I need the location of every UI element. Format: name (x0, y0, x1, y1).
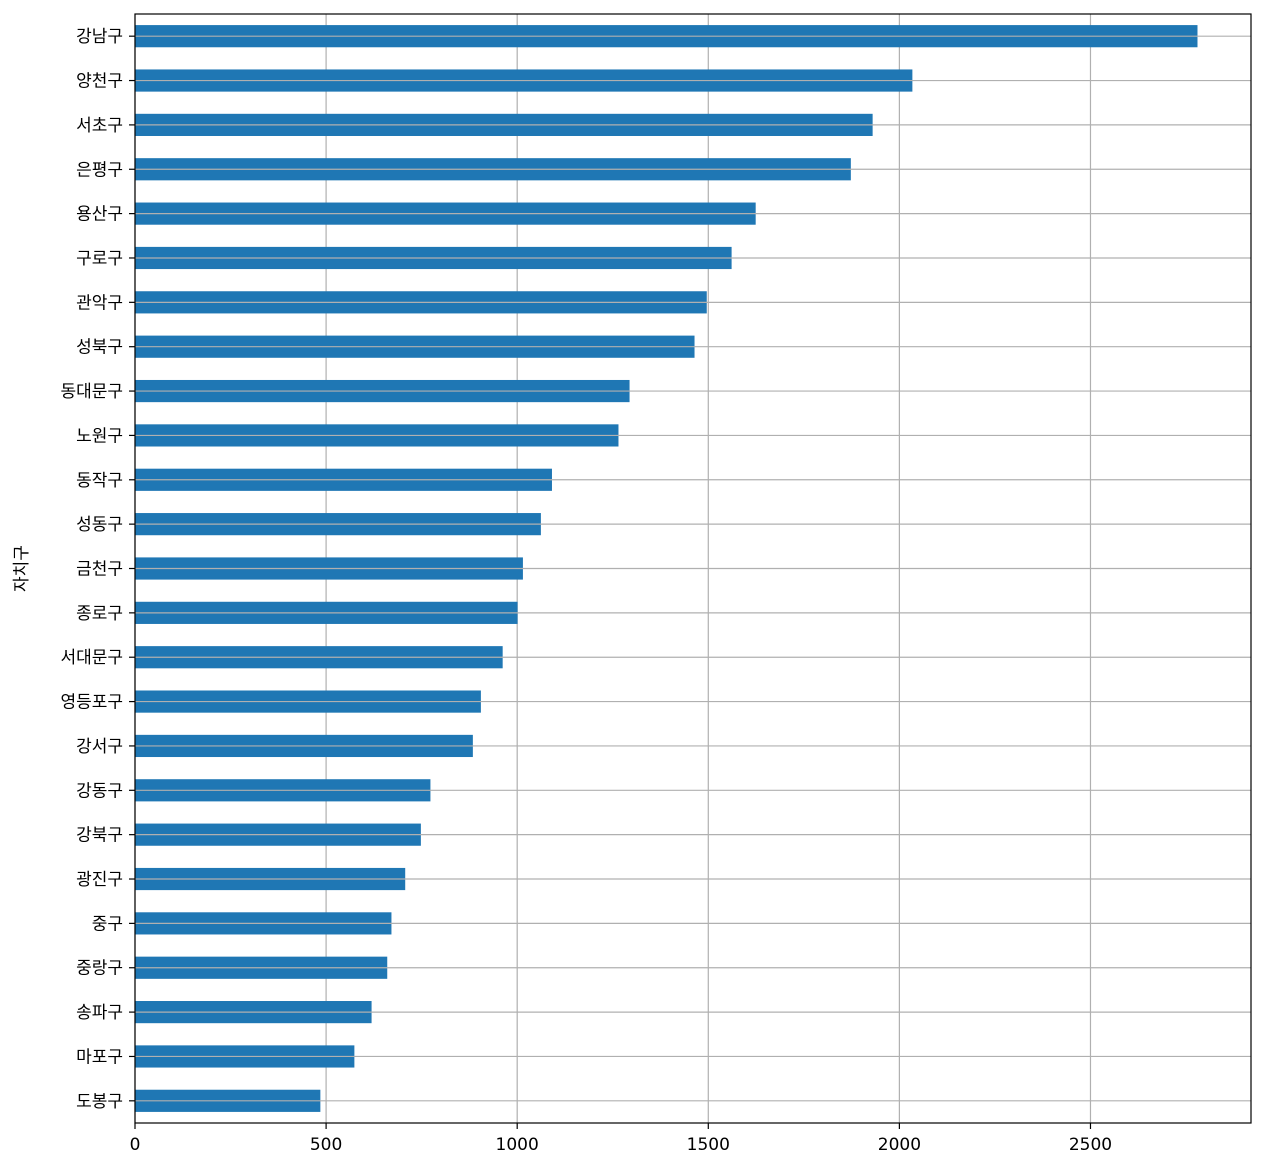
horizontal-grid-lines (135, 35, 1251, 1102)
y-tick-label: 중구 (92, 914, 123, 934)
x-tick-label: 1500 (687, 1135, 730, 1155)
y-tick-label: 도봉구 (76, 1092, 123, 1112)
y-tick-label: 성북구 (76, 338, 123, 358)
y-tick-label: 중랑구 (76, 959, 123, 979)
x-tick-label: 500 (310, 1135, 342, 1155)
y-tick-label: 성동구 (76, 515, 123, 535)
x-tick-label: 2000 (878, 1135, 921, 1155)
x-axis-ticks: 0 500 1000 1500 2000 2500 (130, 1123, 1112, 1155)
y-tick-label: 용산구 (76, 205, 123, 225)
x-tick-label: 0 (130, 1135, 141, 1155)
y-tick-label: 양천구 (76, 72, 123, 92)
x-tick-label: 2500 (1069, 1135, 1112, 1155)
y-tick-label: 서대문구 (60, 648, 123, 668)
y-tick-label: 동작구 (76, 471, 123, 491)
y-tick-label: 동대문구 (60, 382, 123, 402)
x-tick-label: 1000 (496, 1135, 539, 1155)
y-tick-label: 송파구 (76, 1003, 123, 1023)
y-axis-ticks: 강남구양천구서초구은평구용산구구로구관악구성북구동대문구노원구동작구성동구금천구… (60, 27, 135, 1112)
y-tick-label: 광진구 (76, 870, 123, 890)
y-tick-label: 구로구 (76, 249, 123, 269)
y-tick-label: 은평구 (76, 160, 123, 180)
y-tick-label: 강북구 (76, 826, 123, 846)
y-tick-label: 금천구 (76, 560, 123, 580)
y-tick-label: 노원구 (76, 426, 123, 446)
y-tick-label: 관악구 (76, 293, 123, 313)
y-tick-label: 강서구 (76, 737, 123, 757)
y-tick-label: 마포구 (76, 1047, 123, 1067)
y-tick-label: 서초구 (76, 116, 123, 136)
y-tick-label: 강남구 (76, 27, 123, 47)
y-axis-label: 자치구 (12, 545, 32, 592)
y-tick-label: 종로구 (76, 604, 123, 624)
y-tick-label: 영등포구 (60, 693, 123, 713)
y-tick-label: 강동구 (76, 781, 123, 801)
